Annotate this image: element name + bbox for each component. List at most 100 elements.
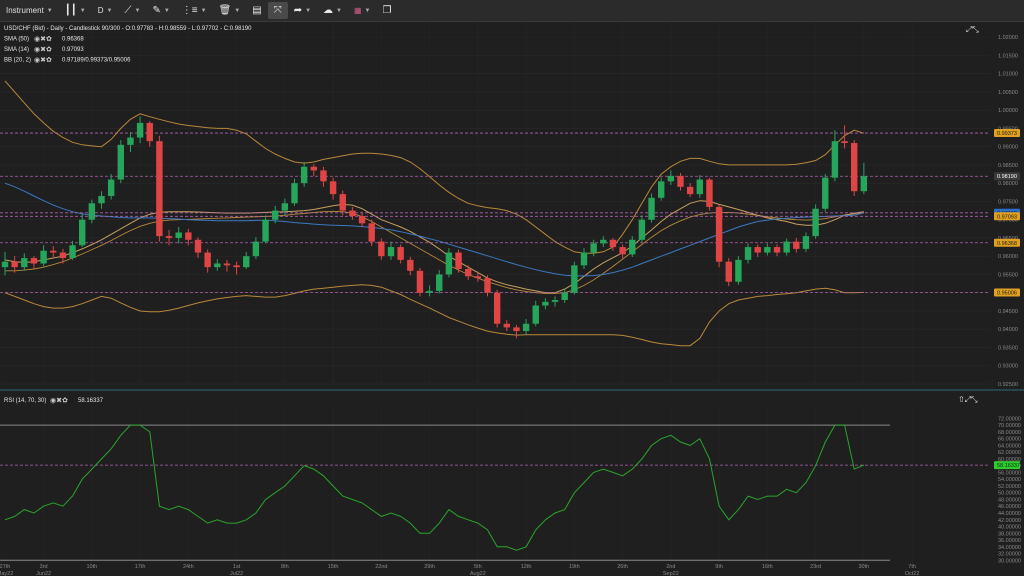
candle-body — [455, 252, 462, 269]
rsi-tick-label: 70.00000 — [998, 423, 1021, 429]
candle-body — [436, 274, 443, 291]
candle-body — [175, 232, 182, 238]
candle-body — [744, 247, 752, 260]
rsi-tick-label: 34.00000 — [998, 545, 1021, 551]
language-menu[interactable]: ▦ ▼ — [348, 2, 377, 19]
candle-body — [88, 203, 96, 220]
time-tick-label: 24th — [183, 564, 194, 570]
delete-menu[interactable]: 🗑 ▼ — [213, 2, 247, 19]
candle-body — [358, 216, 366, 224]
price-grid — [0, 22, 990, 385]
candle — [648, 193, 655, 223]
price-tick-label: 1.01500 — [998, 53, 1018, 59]
fit-button[interactable]: ⤧ — [267, 2, 288, 19]
candle — [638, 215, 646, 243]
eye-icon[interactable]: ◉✖✿ — [34, 35, 52, 43]
chart-type-menu[interactable]: ┃┃ ▼ — [59, 2, 92, 19]
time-tick-label: 5th — [474, 564, 482, 570]
eye-icon[interactable]: ◉✖✿ — [34, 46, 52, 54]
candle — [474, 271, 482, 282]
candle-body — [822, 177, 829, 209]
weather-icon: ☁ — [323, 5, 334, 16]
arrow-icon: ➦ — [293, 5, 303, 16]
popout-button[interactable]: ❐ — [377, 2, 398, 19]
candle — [764, 243, 771, 256]
chart-area[interactable]: 1.020001.015001.010001.005001.000000.995… — [0, 22, 1024, 576]
candle — [1, 251, 9, 276]
rsi-line — [4, 424, 865, 551]
candle-body — [812, 208, 819, 237]
candle — [59, 248, 67, 264]
candle — [320, 166, 327, 187]
candle-body — [735, 259, 742, 282]
time-tick-label: 19th — [569, 564, 580, 570]
sma14-legend-value: 0.97093 — [62, 47, 84, 53]
candle-body — [831, 141, 839, 178]
candle-body — [214, 263, 221, 268]
layout-button[interactable]: ▤ — [246, 2, 267, 19]
candle-body — [185, 232, 192, 240]
time-tick-sublabel: Jun22 — [36, 571, 51, 576]
chevron-down-icon: ▼ — [336, 7, 342, 14]
candle-body — [243, 256, 250, 268]
candle-body — [841, 141, 848, 144]
candle-body — [416, 270, 424, 293]
draw-line-menu[interactable]: ⟋ ▼ — [118, 2, 146, 19]
candle-body — [310, 166, 317, 171]
candle — [214, 259, 221, 271]
price-label-text: 0.97093 — [997, 214, 1017, 220]
candle — [532, 300, 539, 327]
time-tick-sublabel: Jul22 — [230, 571, 243, 576]
time-tick-sublabel: Oct22 — [905, 571, 920, 576]
candle — [465, 265, 472, 280]
candle-body — [40, 250, 47, 264]
candle-body — [484, 278, 491, 293]
pencil-menu[interactable]: ✎ ▼ — [146, 2, 175, 19]
candle-body — [474, 276, 482, 279]
candle-body — [194, 239, 202, 253]
candle-body — [127, 137, 134, 145]
candle-body — [368, 223, 375, 242]
chevron-down-icon: ▼ — [134, 7, 141, 14]
candle-body — [783, 241, 790, 253]
main-legend: USD/CHF (Bid) - Daily - Candlestick 90/3… — [4, 26, 252, 32]
candle — [754, 244, 761, 257]
rsi-tick-label: 44.00000 — [998, 511, 1021, 517]
candle — [658, 177, 665, 201]
expand-icon[interactable]: ⤢⤡ — [965, 25, 979, 34]
layout-icon: ▤ — [252, 5, 262, 16]
candle — [735, 256, 742, 285]
eye-icon[interactable]: ◉✖✿ — [50, 397, 68, 405]
instrument-menu[interactable]: Instrument ▼ — [0, 2, 59, 19]
candle — [561, 288, 568, 303]
candle-body — [59, 252, 67, 259]
candle-body — [1, 261, 9, 268]
candle — [69, 240, 76, 260]
candle-body — [715, 206, 723, 262]
toolbar: Instrument ▼ ┃┃ ▼ D ▼ ⟋ ▼ ✎ ▼ ⋮≡ ▼ 🗑 ▼ ▤ ⤧ ➦ ▼ ☁… — [0, 0, 1024, 22]
fibonacci-menu[interactable]: ⋮≡ ▼ — [176, 2, 213, 19]
price-tick-label: 0.94000 — [998, 327, 1018, 333]
candle-body — [764, 247, 771, 253]
candle — [50, 245, 57, 257]
share-menu[interactable]: ➦ ▼ — [288, 2, 317, 19]
time-tick-label: 16th — [762, 564, 773, 570]
rsi-tick-label: 46.00000 — [998, 504, 1021, 510]
candle — [696, 175, 703, 198]
candle-body — [551, 300, 559, 302]
price-label-text: 0.99373 — [997, 131, 1017, 137]
candle — [291, 178, 298, 206]
rsi-legend: RSI (14, 70, 30) ◉✖✿ 58.16337 — [4, 397, 104, 405]
candle-body — [773, 247, 781, 253]
eye-icon[interactable]: ◉✖✿ — [34, 56, 52, 64]
candle — [349, 206, 356, 220]
timeframe-menu[interactable]: D ▼ — [92, 2, 119, 19]
candle — [175, 226, 182, 244]
price-tick-label: 1.02000 — [998, 35, 1018, 41]
sma14-line — [4, 200, 864, 294]
move-up-icon[interactable]: ⇧⤢⤡ — [958, 395, 978, 404]
theme-menu[interactable]: ☁ ▼ — [317, 2, 348, 19]
candle — [629, 236, 636, 257]
candle — [243, 251, 250, 269]
